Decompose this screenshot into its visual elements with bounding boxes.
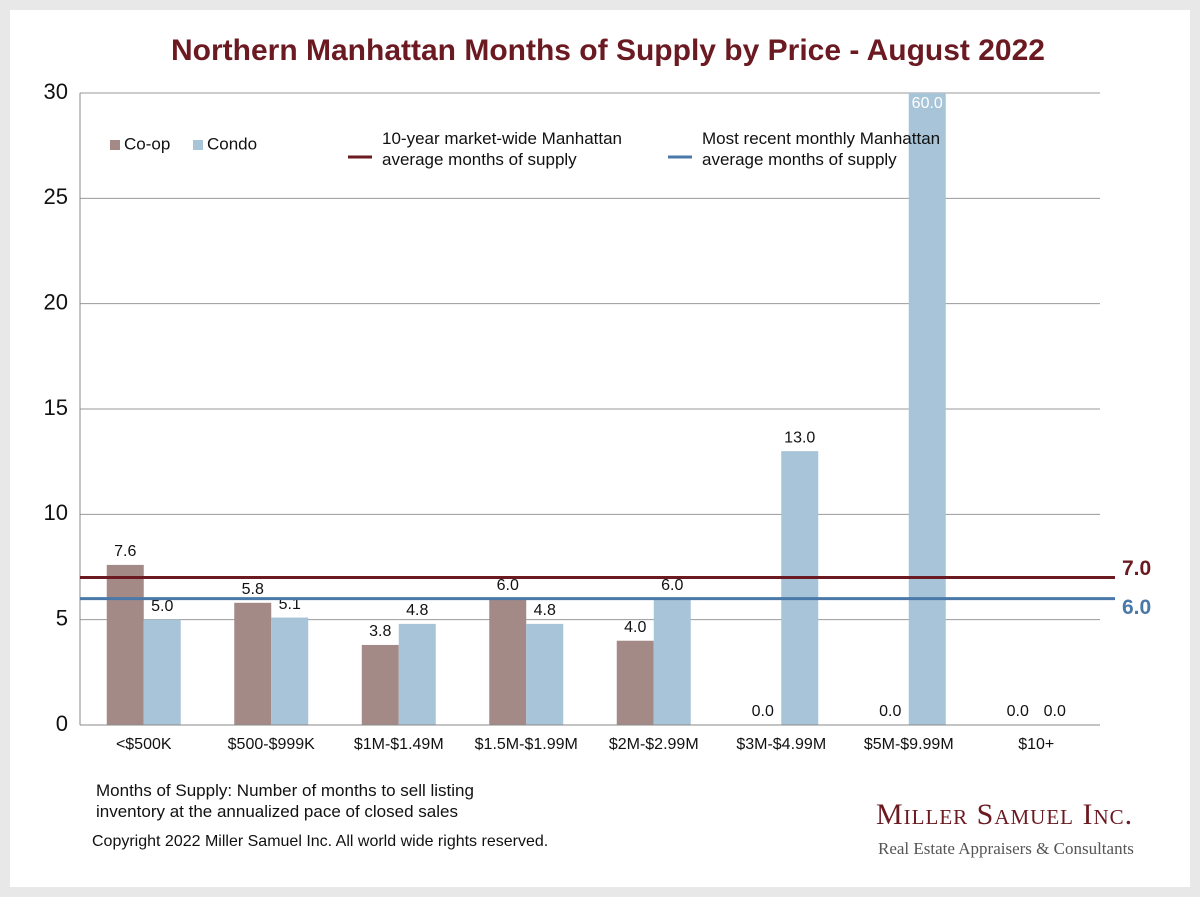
frame: Northern Manhattan Months of Supply by P… [10, 10, 1190, 887]
y-tick-label: 30 [44, 79, 68, 104]
reference-label: 6.0 [1122, 596, 1151, 619]
bar [234, 602, 272, 725]
bar [908, 93, 946, 725]
bar [106, 564, 144, 725]
bar [616, 640, 654, 725]
logo-name: Miller Samuel Inc. [876, 798, 1134, 831]
y-tick-label: 20 [44, 289, 68, 314]
legend-swatch [193, 140, 203, 150]
legend-swatch [110, 140, 120, 150]
value-label: 4.8 [534, 602, 556, 619]
value-label: 60.0 [912, 95, 943, 112]
x-tick-label: $10+ [1018, 736, 1054, 753]
chart-title: Northern Manhattan Months of Supply by P… [171, 34, 1045, 67]
y-tick-label: 10 [44, 500, 68, 525]
y-tick-label: 25 [44, 184, 68, 209]
bar [143, 619, 181, 725]
y-tick-label: 5 [56, 605, 68, 630]
bar [526, 623, 564, 725]
value-label: 7.6 [114, 543, 136, 560]
bar [489, 598, 527, 725]
chart: Northern Manhattan Months of Supply by P… [44, 34, 1152, 753]
bar [271, 617, 309, 725]
x-tick-label: $3M-$4.99M [736, 736, 826, 753]
x-tick-label: $2M-$2.99M [609, 736, 699, 753]
value-label: 4.8 [406, 602, 428, 619]
x-tick-label: $1.5M-$1.99M [475, 736, 578, 753]
value-label: 0.0 [752, 703, 774, 720]
bar [781, 451, 819, 725]
value-label: 0.0 [1044, 703, 1066, 720]
value-label: 13.0 [784, 429, 815, 446]
plot-area [106, 93, 946, 725]
value-label: 5.8 [242, 581, 264, 598]
legend-label: 10-year market-wide Manhattan average mo… [382, 129, 623, 169]
x-tick-label: <$500K [116, 736, 172, 753]
footnote: Months of Supply: Number of months to se… [96, 781, 474, 821]
x-tick-label: $5M-$9.99M [864, 736, 954, 753]
value-label: 3.8 [369, 623, 391, 640]
value-label: 5.0 [151, 598, 173, 615]
bar [653, 598, 691, 725]
copyright: Copyright 2022 Miller Samuel Inc. All wo… [92, 833, 549, 850]
legend-label: Most recent monthly Manhattan average mo… [702, 129, 941, 169]
legend-label: Condo [207, 134, 257, 153]
value-label: 6.0 [497, 577, 519, 594]
bar [361, 644, 399, 725]
bar [398, 623, 436, 725]
value-label: 0.0 [879, 703, 901, 720]
y-tick-label: 0 [56, 711, 68, 736]
reference-label: 7.0 [1122, 557, 1151, 580]
logo-tagline: Real Estate Appraisers & Consultants [878, 839, 1134, 858]
legend-label: Co-op [124, 134, 170, 153]
value-label: 4.0 [624, 619, 646, 636]
value-label: 0.0 [1007, 703, 1029, 720]
y-tick-label: 15 [44, 395, 68, 420]
x-tick-label: $500-$999K [228, 736, 316, 753]
value-label: 6.0 [661, 577, 683, 594]
x-tick-label: $1M-$1.49M [354, 736, 444, 753]
